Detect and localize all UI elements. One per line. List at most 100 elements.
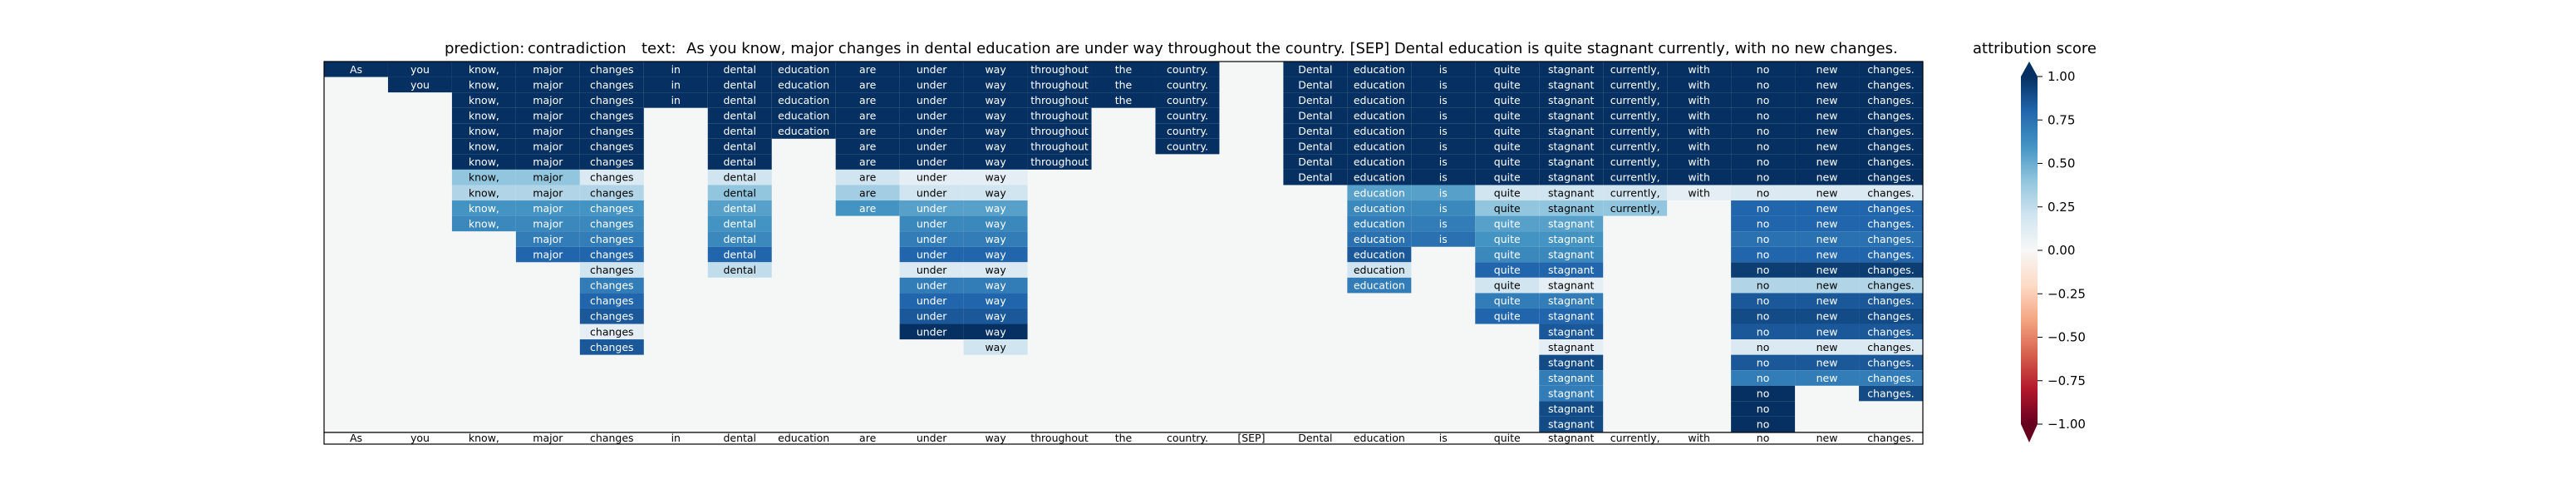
heatmap-cell — [1667, 107, 1732, 124]
heatmap-cell — [1539, 262, 1604, 278]
heatmap-cell — [1731, 169, 1796, 185]
heatmap-cell-token: new — [1816, 217, 1838, 230]
heatmap-cell-token: education — [1354, 233, 1405, 245]
heatmap-cell — [707, 92, 772, 108]
colorbar-min-arrow — [2021, 424, 2038, 442]
heatmap-cell — [899, 169, 964, 185]
heatmap-cell-token: quite — [1494, 171, 1521, 184]
heatmap-cell — [1859, 277, 1923, 294]
heatmap-cell-token: stagnant — [1548, 310, 1595, 323]
heatmap-cell-token: changes. — [1867, 141, 1915, 153]
heatmap-cell-token: dental — [723, 63, 756, 76]
heatmap-cell — [579, 262, 644, 278]
colorbar-tick-label: 0.75 — [2048, 112, 2075, 127]
heatmap-cell — [771, 123, 836, 139]
heatmap-cell-token: way — [985, 63, 1006, 76]
heatmap-cell-token: no — [1757, 325, 1770, 338]
heatmap-cell-token: are — [859, 186, 877, 199]
heatmap-cell — [1539, 385, 1604, 402]
heatmap-cell — [1283, 62, 1348, 77]
heatmap-cell-token: changes. — [1867, 294, 1915, 307]
heatmap-cell-token: is — [1439, 141, 1448, 153]
heatmap-cell-token: dental — [723, 156, 756, 168]
token-axis-label: you — [410, 432, 430, 444]
heatmap-cell — [1539, 138, 1604, 155]
heatmap-cell-token: changes. — [1867, 78, 1915, 91]
heatmap-cell-token: changes — [590, 325, 634, 338]
heatmap-cell-token: throughout — [1030, 141, 1089, 153]
heatmap-cell-token: stagnant — [1548, 186, 1595, 199]
heatmap-cell — [835, 107, 900, 124]
heatmap-cell — [579, 138, 644, 155]
token-axis-label: new — [1816, 432, 1838, 444]
heatmap-cell-token: no — [1757, 418, 1770, 431]
heatmap-cell — [899, 200, 964, 216]
heatmap-cell — [899, 308, 964, 324]
heatmap-cell — [963, 339, 1028, 355]
heatmap-cell-token: new — [1816, 356, 1838, 368]
heatmap-cell — [1731, 385, 1796, 402]
heatmap-cell — [963, 215, 1028, 232]
heatmap-cell-token: stagnant — [1548, 279, 1595, 292]
heatmap-cell-token: stagnant — [1548, 217, 1595, 230]
heatmap-cell — [835, 200, 900, 216]
heatmap-cell — [451, 77, 516, 93]
heatmap-cell — [579, 169, 644, 185]
token-axis-label: education — [778, 432, 829, 444]
heatmap-cell — [451, 138, 516, 155]
heatmap-cell-token: throughout — [1030, 63, 1089, 76]
heatmap-cell — [835, 123, 900, 139]
heatmap-cell — [1475, 200, 1540, 216]
heatmap-cell-token: the — [1115, 63, 1133, 76]
heatmap-cell — [707, 123, 772, 139]
heatmap-cell — [1795, 293, 1860, 309]
heatmap-cell-token: dental — [723, 249, 756, 261]
heatmap-cell — [1731, 185, 1796, 201]
heatmap-cell-token: stagnant — [1548, 94, 1595, 106]
heatmap-cell-token: new — [1816, 156, 1838, 168]
heatmap-cell-token: know, — [469, 63, 499, 76]
colorbar-tick-label: −0.50 — [2048, 330, 2086, 345]
heatmap-cell — [1539, 107, 1604, 124]
heatmap-cell-token: changes — [590, 202, 634, 215]
heatmap-cell — [707, 169, 772, 185]
heatmap-cell — [1859, 215, 1923, 232]
heatmap-cell — [1283, 154, 1348, 170]
heatmap-cell-token: new — [1816, 63, 1838, 76]
heatmap-cell — [515, 215, 580, 232]
token-axis-label: [SEP] — [1237, 432, 1265, 444]
heatmap-cell-token: stagnant — [1548, 233, 1595, 245]
heatmap-cell — [324, 62, 388, 77]
heatmap-cell — [579, 185, 644, 201]
heatmap-cell — [1731, 92, 1796, 108]
heatmap-cell — [1539, 215, 1604, 232]
heatmap-cell — [1347, 169, 1412, 185]
heatmap-cell — [1667, 185, 1732, 201]
heatmap-cell — [1859, 77, 1923, 93]
heatmap-cell — [1283, 107, 1348, 124]
heatmap-cell-token: Dental — [1298, 156, 1332, 168]
heatmap-cell — [899, 123, 964, 139]
token-axis-label: education — [1354, 432, 1405, 444]
heatmap-cell — [1539, 339, 1604, 355]
heatmap-cell — [835, 92, 900, 108]
heatmap-cell-token: is — [1439, 78, 1448, 91]
heatmap-cell-token: are — [859, 156, 877, 168]
heatmap-cell-token: education — [778, 78, 829, 91]
heatmap-cell-token: quite — [1494, 63, 1521, 76]
heatmap-cell — [1795, 339, 1860, 355]
heatmap-cell — [1795, 62, 1860, 77]
heatmap-cell-token: are — [859, 78, 877, 91]
heatmap-cell — [1475, 277, 1540, 294]
heatmap-cell-token: with — [1688, 171, 1710, 184]
heatmap-cell — [1411, 77, 1476, 93]
heatmap-cell-token: are — [859, 202, 877, 215]
heatmap-cell — [643, 62, 708, 77]
heatmap-cell-token: new — [1816, 78, 1838, 91]
heatmap-cell-token: major — [533, 109, 563, 121]
heatmap-cell — [1859, 308, 1923, 324]
heatmap-cell-token: the — [1115, 94, 1133, 106]
colorbar-tick-label: 1.00 — [2048, 69, 2075, 84]
heatmap-cell — [1347, 277, 1412, 294]
token-axis-label: is — [1439, 432, 1448, 444]
